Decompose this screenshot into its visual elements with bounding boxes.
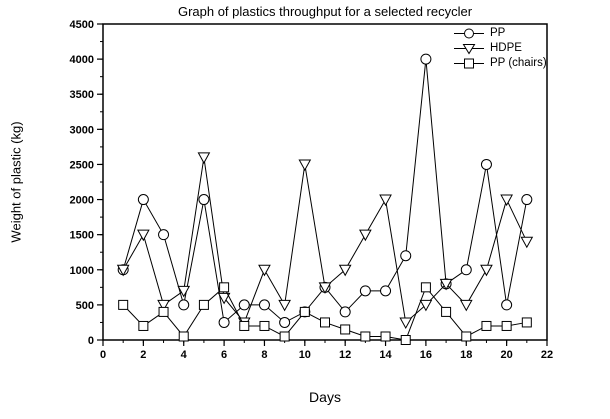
square-marker-icon [454,58,484,68]
svg-text:10: 10 [299,349,311,361]
triangle-down-marker-icon [454,43,484,54]
chart-title: Graph of plastics throughput for a selec… [177,4,473,19]
svg-text:2500: 2500 [70,159,94,171]
legend-item-pp-chairs: PP (chairs) [452,56,547,70]
legend-label-pp: PP [490,27,506,39]
svg-text:20: 20 [501,349,513,361]
svg-text:16: 16 [420,349,432,361]
x-axis-label: Days [309,389,341,405]
svg-text:6: 6 [221,349,227,361]
y-axis-label: Weight of plastic (kg) [8,121,24,243]
svg-text:500: 500 [76,300,94,312]
legend-label-pp-chairs: PP (chairs) [490,57,547,69]
svg-text:22: 22 [541,349,553,361]
svg-text:0: 0 [88,335,94,347]
svg-text:3500: 3500 [70,89,94,101]
legend-item-hdpe: HDPE [452,41,547,55]
circle-marker-icon [454,28,484,38]
chart-legend: PP HDPE PP (chairs) [452,26,547,70]
svg-text:14: 14 [379,349,392,361]
svg-text:2: 2 [140,349,146,361]
svg-text:1500: 1500 [70,230,94,242]
svg-text:1000: 1000 [70,265,94,277]
svg-text:18: 18 [460,349,472,361]
legend-item-pp: PP [452,26,547,40]
svg-text:0: 0 [100,349,106,361]
svg-text:3000: 3000 [70,124,94,136]
svg-text:2000: 2000 [70,195,94,207]
svg-text:12: 12 [339,349,351,361]
svg-text:8: 8 [261,349,267,361]
svg-text:4500: 4500 [70,19,94,31]
legend-label-hdpe: HDPE [490,42,522,54]
svg-text:4: 4 [181,349,188,361]
svg-text:4000: 4000 [70,54,94,66]
